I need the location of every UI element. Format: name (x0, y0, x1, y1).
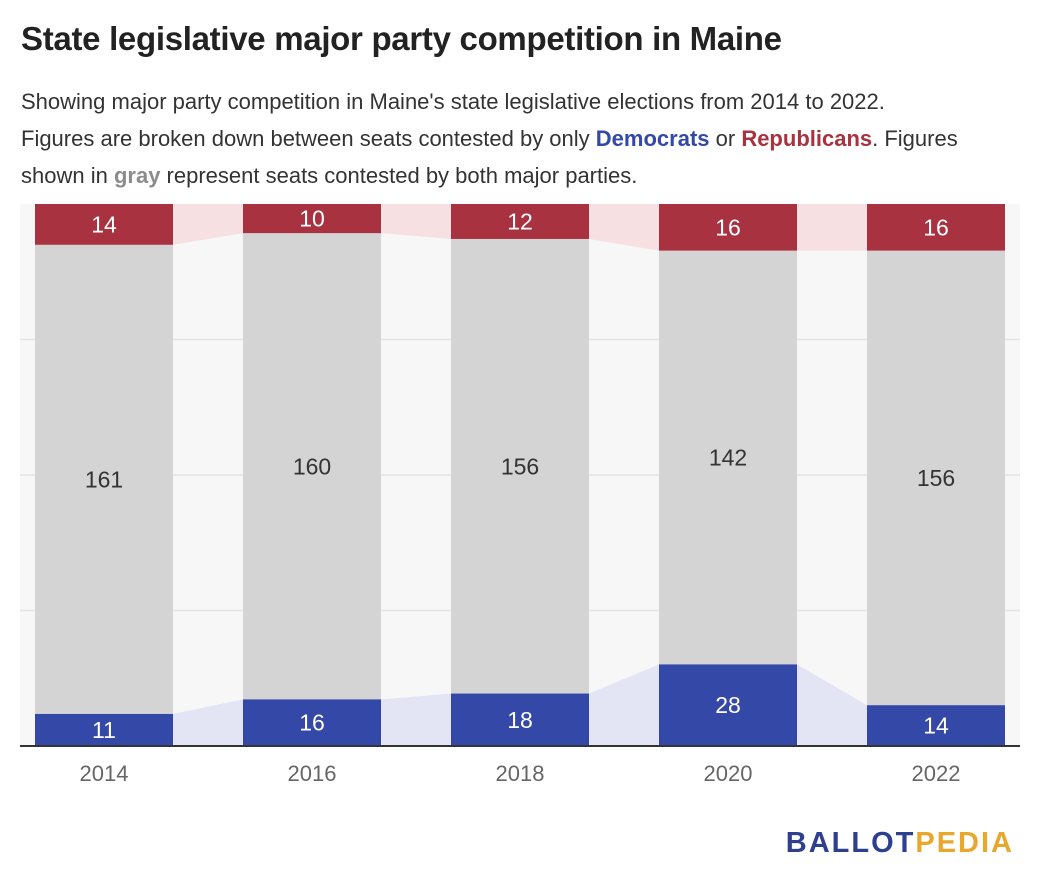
bar-democrats (243, 699, 381, 746)
chart-subtitle: Showing major party competition in Maine… (21, 83, 1021, 194)
bar-democrats (451, 693, 589, 746)
x-tick-label: 2020 (704, 761, 753, 786)
x-tick-label: 2014 (80, 761, 129, 786)
label-democrats: 14 (923, 713, 949, 739)
label-republicans: 16 (715, 214, 741, 240)
bar-both-parties (867, 250, 1005, 706)
ballotpedia-logo: BALLOTPEDIA (786, 827, 1014, 860)
subtitle-line2-pre: Figures are broken down between seats co… (21, 126, 596, 151)
bar-both-parties (451, 238, 589, 694)
x-tick-label: 2022 (912, 761, 961, 786)
democrat-connector-band (589, 664, 659, 746)
republican-connector-band (797, 204, 867, 251)
republicans-legend: Republicans (741, 126, 873, 151)
bar-republicans (659, 204, 797, 251)
bar-republicans (243, 204, 381, 234)
subtitle-or: or (709, 126, 742, 151)
label-republicans: 16 (923, 214, 949, 240)
label-republicans: 10 (299, 206, 325, 232)
bar-democrats (867, 705, 1005, 746)
label-democrats: 28 (715, 692, 741, 718)
x-tick-label: 2016 (288, 761, 337, 786)
label-both-parties: 161 (85, 466, 123, 492)
label-republicans: 14 (91, 211, 117, 237)
bar-republicans (35, 204, 173, 245)
x-tick-label: 2018 (496, 761, 545, 786)
label-both-parties: 156 (501, 453, 539, 479)
chart-title: State legislative major party competitio… (21, 20, 782, 57)
label-both-parties: 142 (709, 445, 747, 471)
bar-republicans (867, 204, 1005, 251)
republican-connector-band (589, 204, 659, 251)
label-both-parties: 156 (917, 465, 955, 491)
gray-legend: gray (113, 163, 161, 188)
logo-pedia: PEDIA (915, 827, 1014, 859)
label-democrats: 18 (507, 707, 533, 733)
bar-both-parties (659, 250, 797, 665)
subtitle-line3-pre: shown in (21, 163, 114, 188)
bar-republicans (451, 204, 589, 239)
bar-both-parties (35, 244, 173, 714)
subtitle-line1: Showing major party competition in Maine… (21, 89, 885, 114)
bar-democrats (35, 713, 173, 746)
label-democrats: 16 (299, 710, 325, 736)
bar-democrats (659, 664, 797, 746)
subtitle-line2-post: . Figures (872, 126, 958, 151)
democrat-connector-band (381, 693, 451, 746)
democrats-legend: Democrats (595, 126, 710, 151)
subtitle-line3-post: represent seats contested by both major … (160, 163, 638, 188)
republican-connector-band (381, 204, 451, 239)
label-republicans: 12 (507, 208, 533, 234)
label-both-parties: 160 (293, 453, 331, 479)
label-democrats: 11 (92, 717, 116, 743)
republican-connector-band (173, 204, 243, 245)
democrat-connector-band (173, 699, 243, 746)
democrat-connector-band (797, 664, 867, 746)
logo-ballot: BALLOT (785, 827, 916, 859)
bar-both-parties (243, 233, 381, 700)
